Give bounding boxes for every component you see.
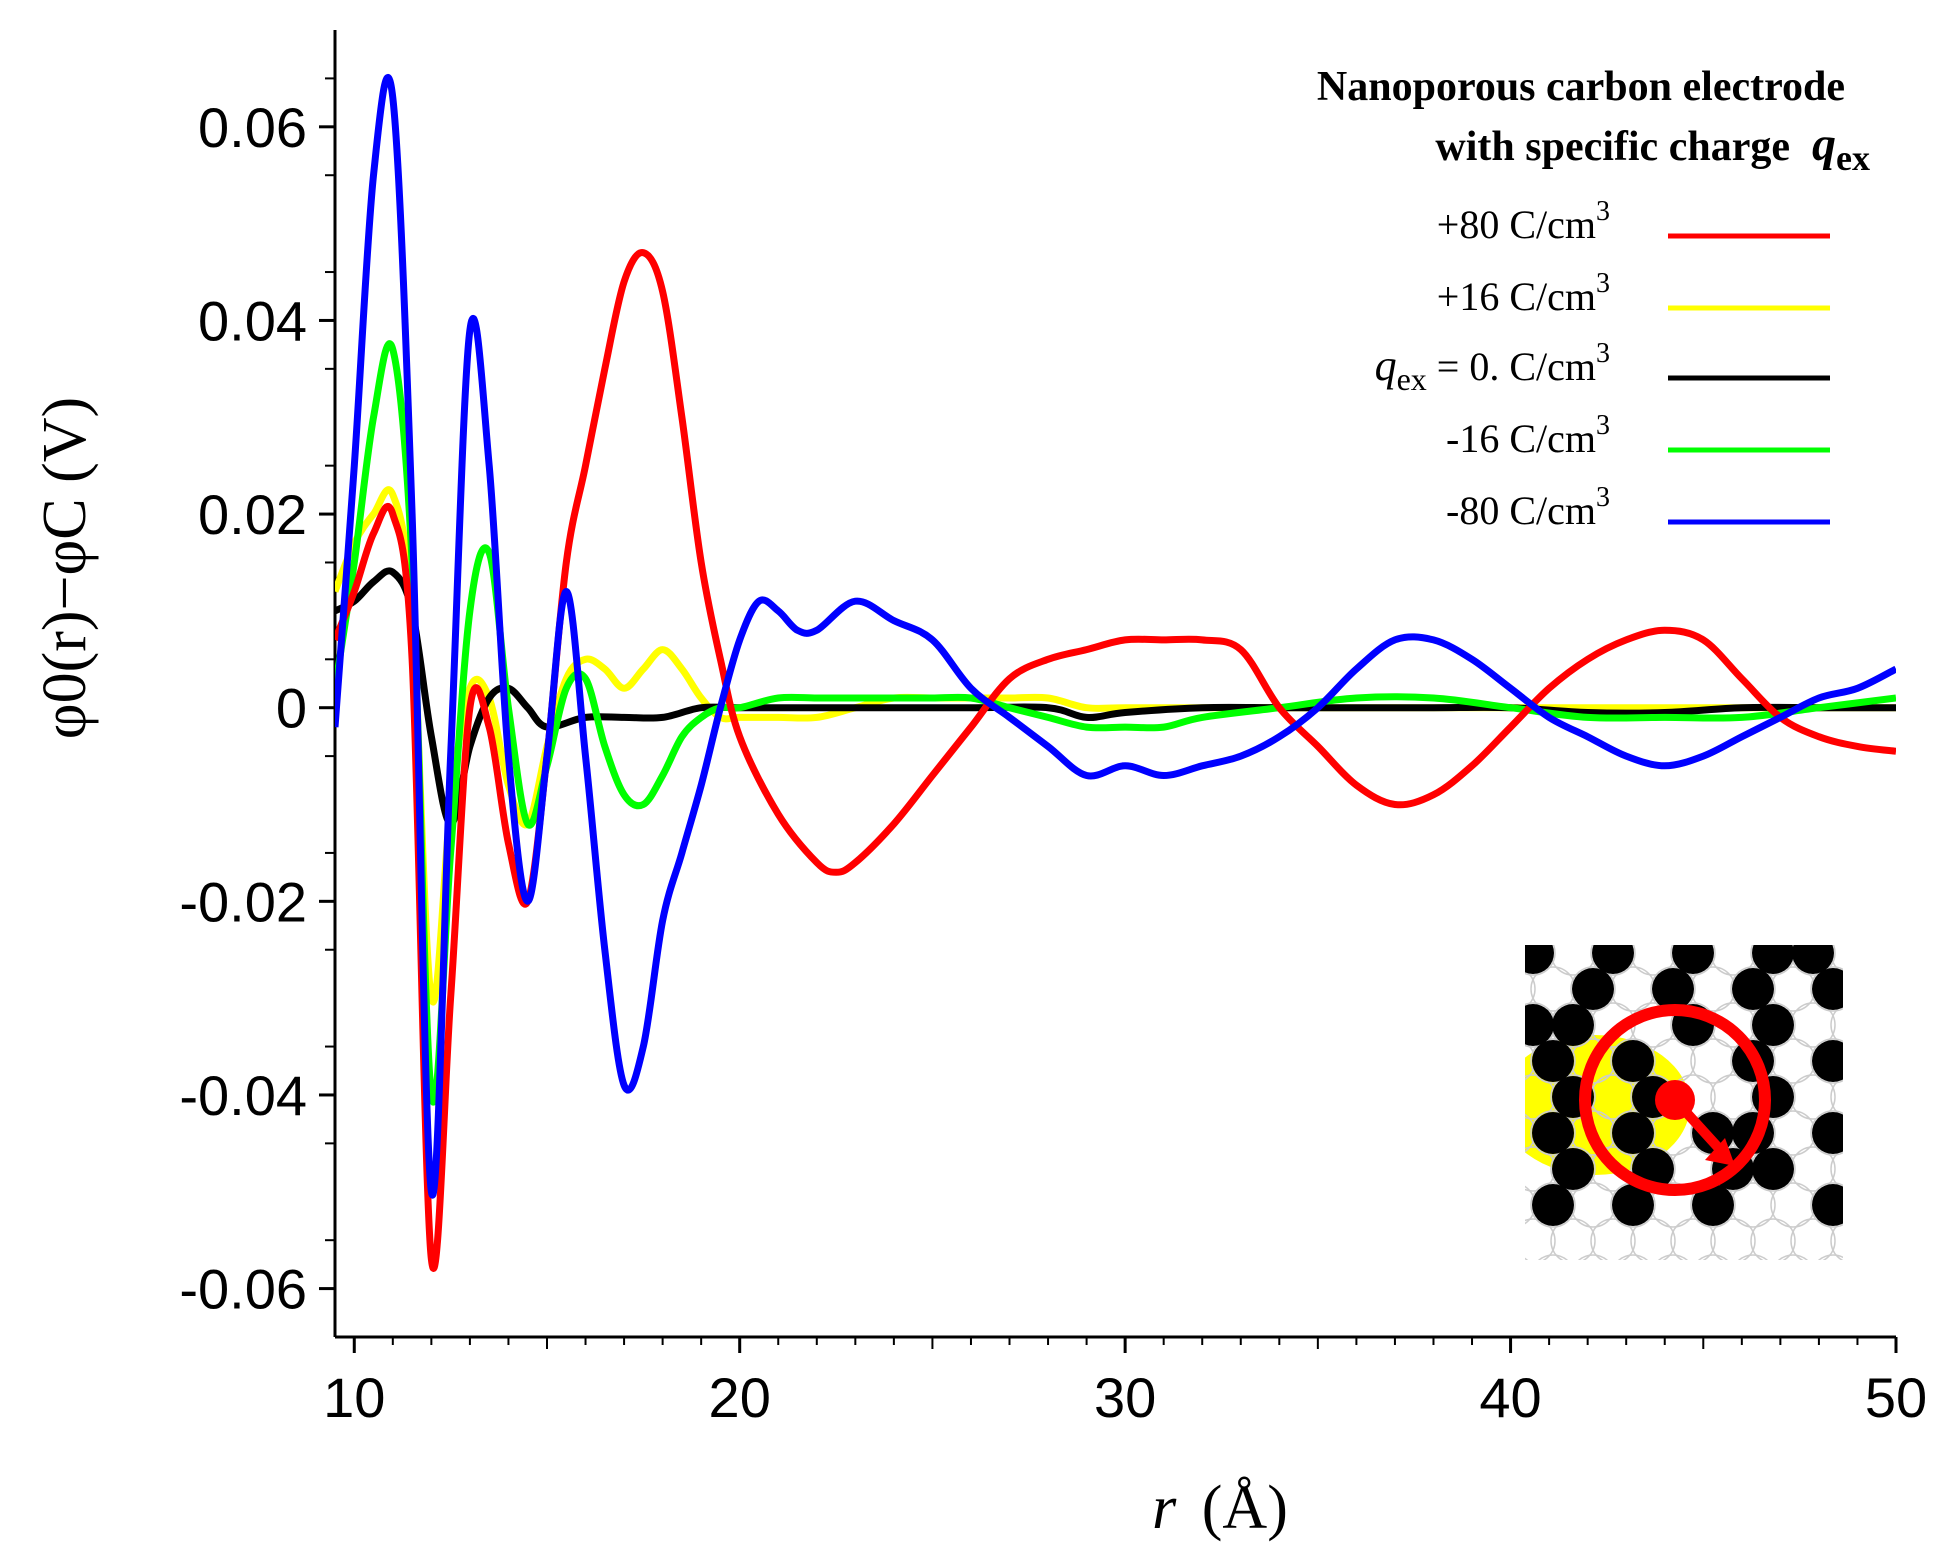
legend-title-symbol: qex [1812, 118, 1870, 178]
legend-label-rest: = 0. C/cm [1427, 344, 1596, 389]
legend-label-3: -16 C/cm3 [1446, 410, 1610, 461]
legend-label-sup: 3 [1596, 410, 1610, 441]
x-axis-label-var: r [1152, 1474, 1177, 1542]
carbon-lattice-inset-icon [1525, 945, 1843, 1260]
legend-title-symbol-q: q [1812, 118, 1836, 171]
x-tick-label: 40 [1479, 1366, 1541, 1429]
legend-label-2: qex = 0. C/cm3 [1375, 338, 1610, 397]
x-tick-label: 10 [323, 1366, 385, 1429]
legend: Nanoporous carbon electrode with specifi… [1317, 64, 1870, 533]
x-tick-label: 20 [709, 1366, 771, 1429]
legend-label-text: -16 C/cm [1446, 416, 1596, 461]
y-axis-label: φ0(r)−φC (V) [31, 397, 99, 739]
legend-label-sup: 3 [1596, 268, 1610, 299]
legend-label-sup: 3 [1596, 196, 1610, 227]
legend-label-text: +16 C/cm [1437, 274, 1596, 319]
y-tick-label: 0.06 [198, 96, 307, 159]
legend-label-symbol: q [1375, 341, 1397, 390]
series-line-0 [335, 249, 1896, 1272]
legend-title-line1: Nanoporous carbon electrode [1317, 64, 1845, 110]
y-tick-label: -0.04 [179, 1064, 307, 1127]
legend-label-4: -80 C/cm3 [1446, 482, 1610, 533]
legend-label-sub: ex [1397, 361, 1427, 397]
y-tick-label: 0.04 [198, 289, 307, 352]
legend-label-text: -80 C/cm [1446, 488, 1596, 533]
legend-label-text: +80 C/cm [1437, 202, 1596, 247]
legend-label-0: +80 C/cm3 [1437, 196, 1610, 247]
series-layer [335, 74, 1896, 1272]
legend-title-symbol-sub: ex [1836, 138, 1870, 178]
legend-label-sup: 3 [1596, 338, 1610, 369]
ticks: 10 20 30 40 50 -0.06 -0.04 -0.02 0 0.02 0.04 0.06 [179, 77, 1927, 1429]
x-tick-label: 30 [1094, 1366, 1156, 1429]
series-line-3 [335, 340, 1896, 1106]
x-axis-label-unit: (Å) [1202, 1474, 1288, 1542]
y-tick-label: -0.06 [179, 1258, 307, 1321]
legend-title-line2-text: with specific charge [1435, 124, 1790, 170]
legend-label-1: +16 C/cm3 [1437, 268, 1610, 319]
series-line-4 [335, 74, 1896, 1199]
x-axis-label: r (Å) [1152, 1474, 1288, 1542]
y-tick-label: 0 [276, 677, 307, 740]
y-axis-label-text: φ0(r)−φC (V) [31, 397, 99, 739]
x-tick-label: 50 [1865, 1366, 1927, 1429]
y-tick-label: 0.02 [198, 483, 307, 546]
y-tick-label: -0.02 [179, 870, 307, 933]
legend-label-sup: 3 [1596, 482, 1610, 513]
legend-title-line2: with specific charge [1435, 124, 1790, 170]
